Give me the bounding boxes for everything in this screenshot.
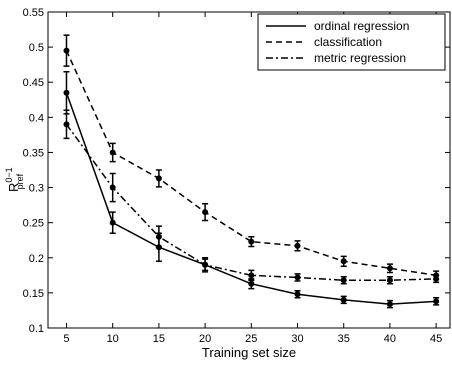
x-tick-label: 35	[338, 333, 350, 345]
data-point	[386, 265, 393, 272]
y-tick-label: 0.1	[29, 323, 44, 335]
x-tick-label: 5	[63, 333, 69, 345]
y-tick-label: 0.55	[23, 7, 44, 19]
data-point	[63, 121, 70, 128]
y-tick-label: 0.35	[23, 147, 44, 159]
legend-label: ordinal regression	[314, 19, 409, 33]
x-tick-label: 40	[384, 333, 396, 345]
y-tick-label: 0.3	[29, 183, 44, 195]
data-point	[340, 258, 347, 265]
x-tick-label: 45	[430, 333, 442, 345]
data-point	[155, 233, 162, 240]
data-point	[202, 261, 209, 268]
x-tick-label: 25	[245, 333, 257, 345]
data-point	[294, 274, 301, 281]
data-point	[340, 296, 347, 303]
series-line	[65, 123, 437, 281]
data-point	[109, 149, 116, 156]
data-point	[294, 291, 301, 298]
data-point	[433, 275, 440, 282]
x-tick-label: 30	[291, 333, 303, 345]
x-tick-label: 10	[107, 333, 119, 345]
y-axis-label: R0−1pref	[4, 167, 25, 192]
data-point	[63, 89, 70, 96]
y-tick-label: 0.2	[29, 253, 44, 265]
data-point	[248, 280, 255, 287]
y-axis-label-main: R	[6, 183, 21, 192]
x-tick-label: 15	[153, 333, 165, 345]
y-tick-label: 0.45	[23, 77, 44, 89]
y-tick-label: 0.5	[29, 42, 44, 54]
data-point	[294, 242, 301, 249]
y-tick-label: 0.15	[23, 288, 44, 300]
data-point	[63, 47, 70, 54]
data-point	[433, 298, 440, 305]
series-line	[65, 50, 437, 277]
data-point	[202, 209, 209, 216]
y-axis-label-sup: 0−1	[4, 167, 14, 182]
y-axis-label-sub: pref	[15, 173, 25, 189]
data-point	[386, 277, 393, 284]
data-point	[248, 272, 255, 279]
x-axis-label: Training set size	[202, 345, 296, 360]
legend-label: metric regression	[314, 51, 406, 65]
data-point	[248, 238, 255, 245]
legend-label: classification	[314, 35, 382, 49]
y-tick-label: 0.25	[23, 218, 44, 230]
x-tick-label: 20	[199, 333, 211, 345]
data-point	[109, 219, 116, 226]
data-point	[386, 301, 393, 308]
data-point	[109, 184, 116, 191]
plot-frame	[47, 11, 451, 329]
data-point	[340, 277, 347, 284]
y-tick-label: 0.4	[29, 112, 44, 124]
data-point	[155, 175, 162, 182]
